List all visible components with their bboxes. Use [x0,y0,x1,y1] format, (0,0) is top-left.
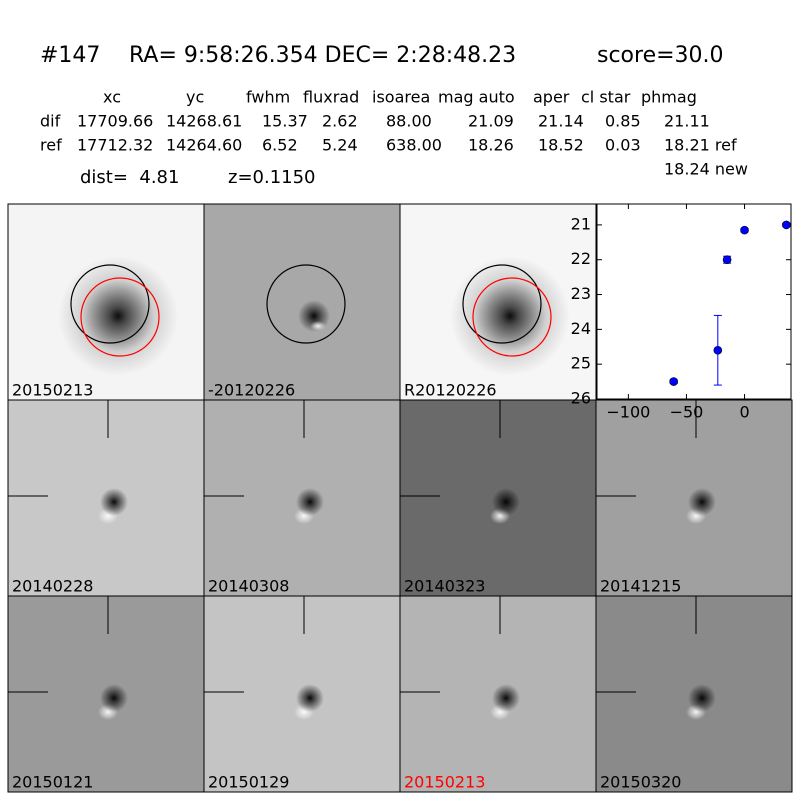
stamp-label: 20150213 [12,381,93,400]
stamp-label: R20120226 [404,381,497,400]
table-cell: 2.62 [322,112,358,131]
stamp-label: 20140228 [12,577,93,596]
y-tick-label: 24 [571,319,591,338]
table-cell: 18.52 [538,136,584,155]
y-tick-label: 25 [571,354,591,373]
y-tick-label: 23 [571,284,591,303]
residual [310,321,326,331]
source [492,684,520,712]
column-header: yc [186,88,204,107]
data-point [722,255,732,265]
aperture-ref [80,277,160,357]
x-tick-label: −100 [606,403,650,422]
stamp-label: 20150129 [208,773,289,792]
table-cell: 638.00 [386,136,442,155]
aperture [70,264,150,344]
y-tick-label: 26 [571,389,591,408]
row-label: dif [40,112,61,131]
table-cell: 14264.60 [166,136,242,155]
aperture [462,264,542,344]
table-cell: 5.24 [322,136,358,155]
aperture [266,264,346,344]
data-point [669,377,678,386]
stamp-label: 20141215 [600,577,681,596]
stamp-label: 20150121 [12,773,93,792]
table-cell: 21.14 [538,112,584,131]
table-cell: 15.37 [262,112,308,131]
stamp-label: 20150213 [404,773,485,792]
redshift: z=0.1150 [228,167,316,188]
object-id: #147 [40,43,100,68]
source [100,488,128,516]
column-header: cl star [581,88,631,107]
x-tick-label: −50 [670,403,704,422]
aperture-ref [472,277,552,357]
stamp-label: -20120226 [208,381,295,400]
y-tick-label: 22 [571,249,591,268]
data-point [740,225,749,235]
column-header: fwhm [246,88,290,107]
table-cell: 18.26 [468,136,514,155]
stamp-label: 20150320 [600,773,681,792]
table-cell: 17709.66 [77,112,153,131]
column-header: xc [103,88,121,107]
table-cell: 6.52 [262,136,298,155]
source [492,488,520,516]
column-header: phmag [641,88,697,107]
stamp-label: 20140323 [404,577,485,596]
x-tick-label: 0 [739,403,749,422]
source [58,256,178,376]
data-point [713,345,723,355]
table-cell: 18.21 ref [664,136,737,155]
phmag-new: 18.24 new [664,160,748,179]
stamp-image [203,203,401,401]
table-cell: 17712.32 [77,136,153,155]
data-point [782,220,791,230]
plot-area [596,203,792,400]
stamp-label: 20140308 [208,577,289,596]
score: score=30.0 [597,43,724,68]
source [688,684,716,712]
table-cell: 21.09 [468,112,514,131]
table-cell: 21.11 [664,112,710,131]
table-cell: 14268.61 [166,112,242,131]
table-cell: 0.85 [605,112,641,131]
table-cell: 0.03 [605,136,641,155]
y-tick-label: 21 [571,214,591,233]
column-header: aper [533,88,570,107]
column-header: isoarea [372,88,430,107]
source [100,684,128,712]
coordinates: RA= 9:58:26.354 DEC= 2:28:48.23 [129,43,516,68]
table-cell: 88.00 [386,112,432,131]
source [450,256,570,376]
source [688,488,716,516]
column-header: fluxrad [303,88,359,107]
source [296,488,324,516]
source [296,684,324,712]
column-header: mag auto [438,88,515,107]
row-label: ref [40,136,62,155]
distance: dist= 4.81 [80,167,179,188]
